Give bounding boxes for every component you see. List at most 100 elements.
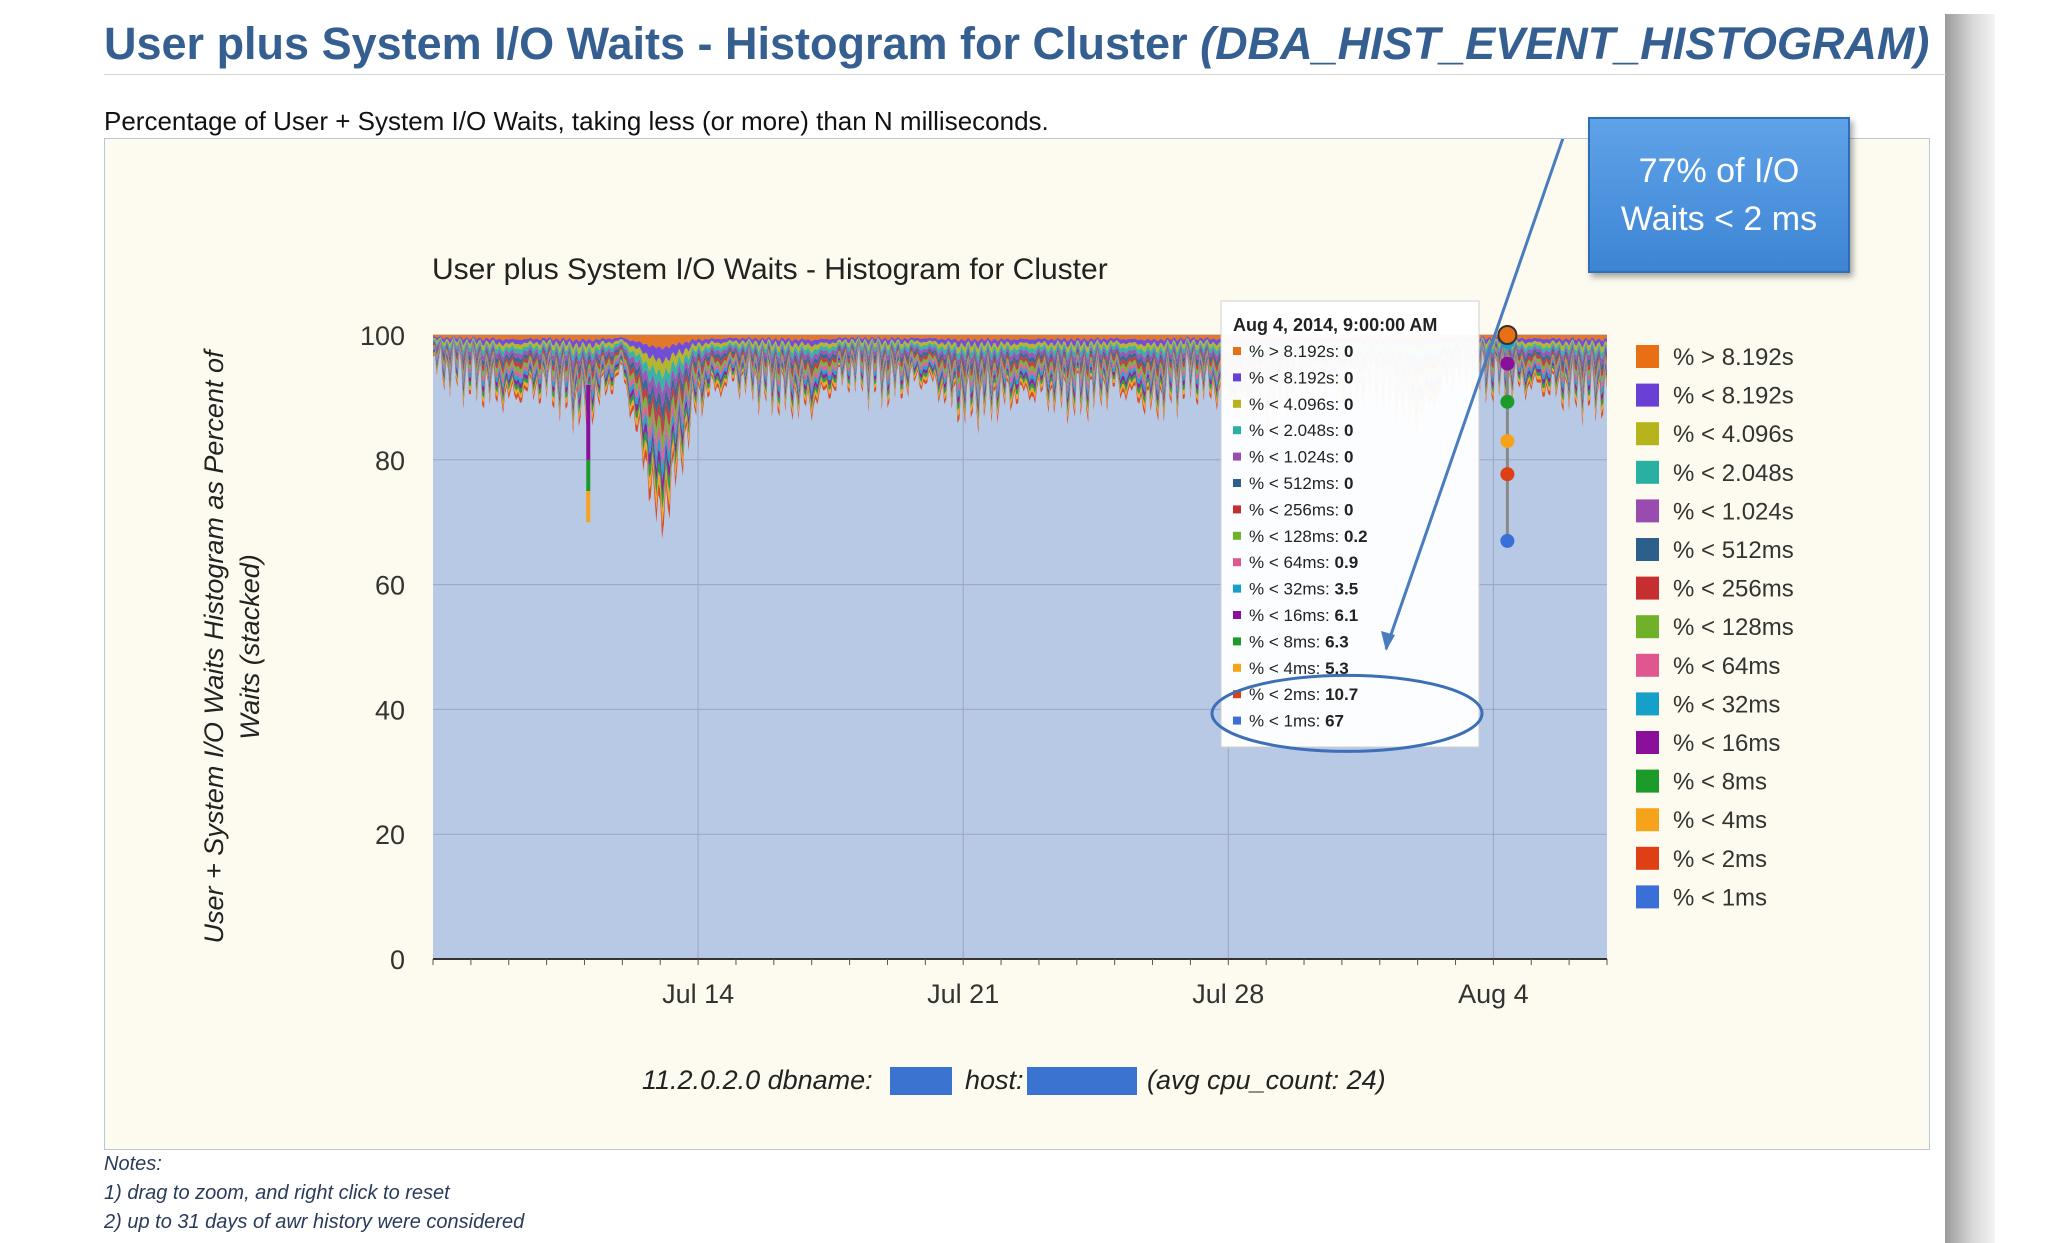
legend-swatch	[1636, 731, 1659, 754]
tooltip-row-label: % < 1ms:	[1249, 712, 1325, 731]
tooltip-row-label: % < 8.192s:	[1249, 368, 1344, 387]
legend-swatch	[1636, 692, 1659, 716]
y-tick-label: 100	[360, 321, 405, 351]
highlight-marker	[1500, 533, 1515, 548]
legend-swatch	[1636, 769, 1659, 793]
x-tick-label: Aug 4	[1458, 979, 1529, 1009]
dip-spike	[586, 491, 591, 523]
tooltip-swatch	[1233, 505, 1241, 514]
legend-swatch	[1636, 345, 1659, 368]
legend-swatch	[1636, 460, 1659, 484]
callout-box: 77% of I/O Waits < 2 ms	[1588, 117, 1850, 273]
legend-label: % < 16ms	[1673, 730, 1780, 757]
legend-swatch	[1636, 808, 1659, 832]
legend-label: % < 128ms	[1673, 614, 1794, 641]
histogram-chart[interactable]: User plus System I/O Waits - Histogram f…	[105, 139, 1931, 1151]
legend-swatch	[1636, 538, 1659, 561]
tooltip-row: % < 128ms: 0.2	[1249, 527, 1368, 546]
tooltip-box	[1220, 300, 1480, 748]
tooltip-row-value: 5.3	[1325, 659, 1349, 678]
page-subtitle: Percentage of User + System I/O Waits, t…	[104, 106, 1049, 136]
slide-shadow	[1945, 14, 1995, 1243]
tooltip-row-value: 10.7	[1325, 685, 1358, 704]
tooltip-row-label: % < 8ms:	[1249, 632, 1325, 651]
tooltip-row: % < 512ms: 0	[1249, 474, 1353, 493]
caption-prefix: 11.2.0.2.0 dbname:	[642, 1065, 873, 1095]
legend-label: % < 1ms	[1673, 884, 1767, 911]
caption-suffix: (avg cpu_count: 24)	[1147, 1065, 1386, 1095]
tooltip-row-label: % < 4ms:	[1249, 659, 1325, 678]
title-rule	[104, 74, 1946, 75]
legend-swatch	[1636, 383, 1659, 407]
y-tick-label: 20	[375, 820, 405, 850]
highlight-marker	[1500, 467, 1515, 482]
legend-swatch	[1636, 576, 1659, 600]
y-tick-label: 40	[375, 695, 405, 725]
legend-label: % < 4ms	[1673, 807, 1767, 834]
tooltip-row-label: % < 2ms:	[1249, 685, 1325, 704]
tooltip-row: % < 1.024s: 0	[1249, 448, 1353, 467]
tooltip-swatch	[1233, 584, 1241, 593]
tooltip-row: % < 16ms: 6.1	[1249, 606, 1358, 625]
tooltip-row-label: % < 256ms:	[1249, 500, 1344, 519]
tooltip-row-label: % < 4.096s:	[1249, 395, 1344, 414]
tooltip-row: % < 64ms: 0.9	[1249, 553, 1358, 572]
legend-label: % < 4.096s	[1673, 421, 1794, 448]
legend-swatch	[1636, 499, 1659, 523]
legend-label: % < 512ms	[1673, 537, 1794, 564]
y-tick-label: 80	[375, 446, 405, 476]
note-item: 1) drag to zoom, and right click to rese…	[104, 1182, 450, 1204]
tooltip-row: % < 4.096s: 0	[1249, 395, 1353, 414]
tooltip-row-value: 0	[1344, 342, 1353, 361]
tooltip-row-label: % < 16ms:	[1249, 606, 1335, 625]
tooltip-highlight-ellipse	[1210, 673, 1484, 753]
y-axis-label-line: Waits (stacked)	[235, 554, 265, 740]
legend-label: % < 2ms	[1673, 846, 1767, 873]
tooltip-row: % < 8.192s: 0	[1249, 368, 1353, 387]
redaction-dbname	[890, 1067, 952, 1095]
tooltip-swatch	[1233, 716, 1241, 725]
tooltip-row-value: 0	[1344, 448, 1353, 467]
legend-label: % < 8ms	[1673, 769, 1767, 796]
y-tick-label: 60	[375, 571, 405, 601]
page-title: User plus System I/O Waits - Histogram f…	[104, 18, 1929, 70]
legend-swatch	[1636, 653, 1659, 677]
tooltip-row-value: 0.9	[1335, 553, 1359, 572]
highlight-marker	[1500, 434, 1515, 449]
legend-label: % < 8.192s	[1673, 383, 1794, 410]
tooltip-row-value: 6.3	[1325, 632, 1349, 651]
tooltip-row: % < 256ms: 0	[1249, 500, 1353, 519]
legend-label: % < 1.024s	[1673, 498, 1794, 525]
x-tick-label: Jul 21	[927, 979, 999, 1009]
legend-swatch	[1636, 422, 1659, 446]
x-tick-label: Jul 28	[1192, 979, 1264, 1009]
page-title-italic: (DBA_HIST_EVENT_HISTOGRAM)	[1200, 18, 1930, 69]
tooltip-row-value: 67	[1325, 712, 1344, 731]
legend-label: % < 256ms	[1673, 576, 1794, 603]
tooltip-swatch	[1233, 690, 1241, 699]
tooltip-swatch	[1233, 611, 1241, 619]
highlight-marker	[1497, 325, 1518, 345]
tooltip-row: % < 8ms: 6.3	[1249, 632, 1349, 651]
y-axis-label: User + System I/O Waits Histogram as Per…	[199, 348, 265, 943]
tooltip-row-value: 0	[1344, 500, 1353, 519]
dip-spike	[586, 384, 591, 460]
callout-arrow	[1384, 139, 1565, 650]
tooltip-row-value: 6.1	[1335, 606, 1359, 625]
tooltip-row: % < 4ms: 5.3	[1249, 659, 1349, 678]
tooltip-swatch	[1233, 558, 1241, 567]
highlight-marker	[1500, 356, 1515, 371]
tooltip-swatch	[1233, 399, 1241, 408]
chart-panel[interactable]: User plus System I/O Waits - Histogram f…	[104, 138, 1930, 1150]
tooltip-row: % < 1ms: 67	[1249, 712, 1344, 731]
legend-label: % > 8.192s	[1673, 344, 1794, 371]
tooltip-row: % > 8.192s: 0	[1249, 342, 1353, 361]
legend-swatch	[1636, 885, 1659, 909]
tooltip-row-value: 0	[1344, 368, 1353, 387]
tooltip-row-value: 0.2	[1344, 527, 1368, 546]
tooltip-row: % < 2ms: 10.7	[1249, 685, 1358, 704]
tooltip-swatch	[1233, 426, 1241, 435]
legend-label: % < 64ms	[1673, 653, 1780, 680]
x-tick-label: Jul 14	[662, 979, 734, 1009]
tooltip-row-label: % < 512ms:	[1249, 474, 1344, 493]
